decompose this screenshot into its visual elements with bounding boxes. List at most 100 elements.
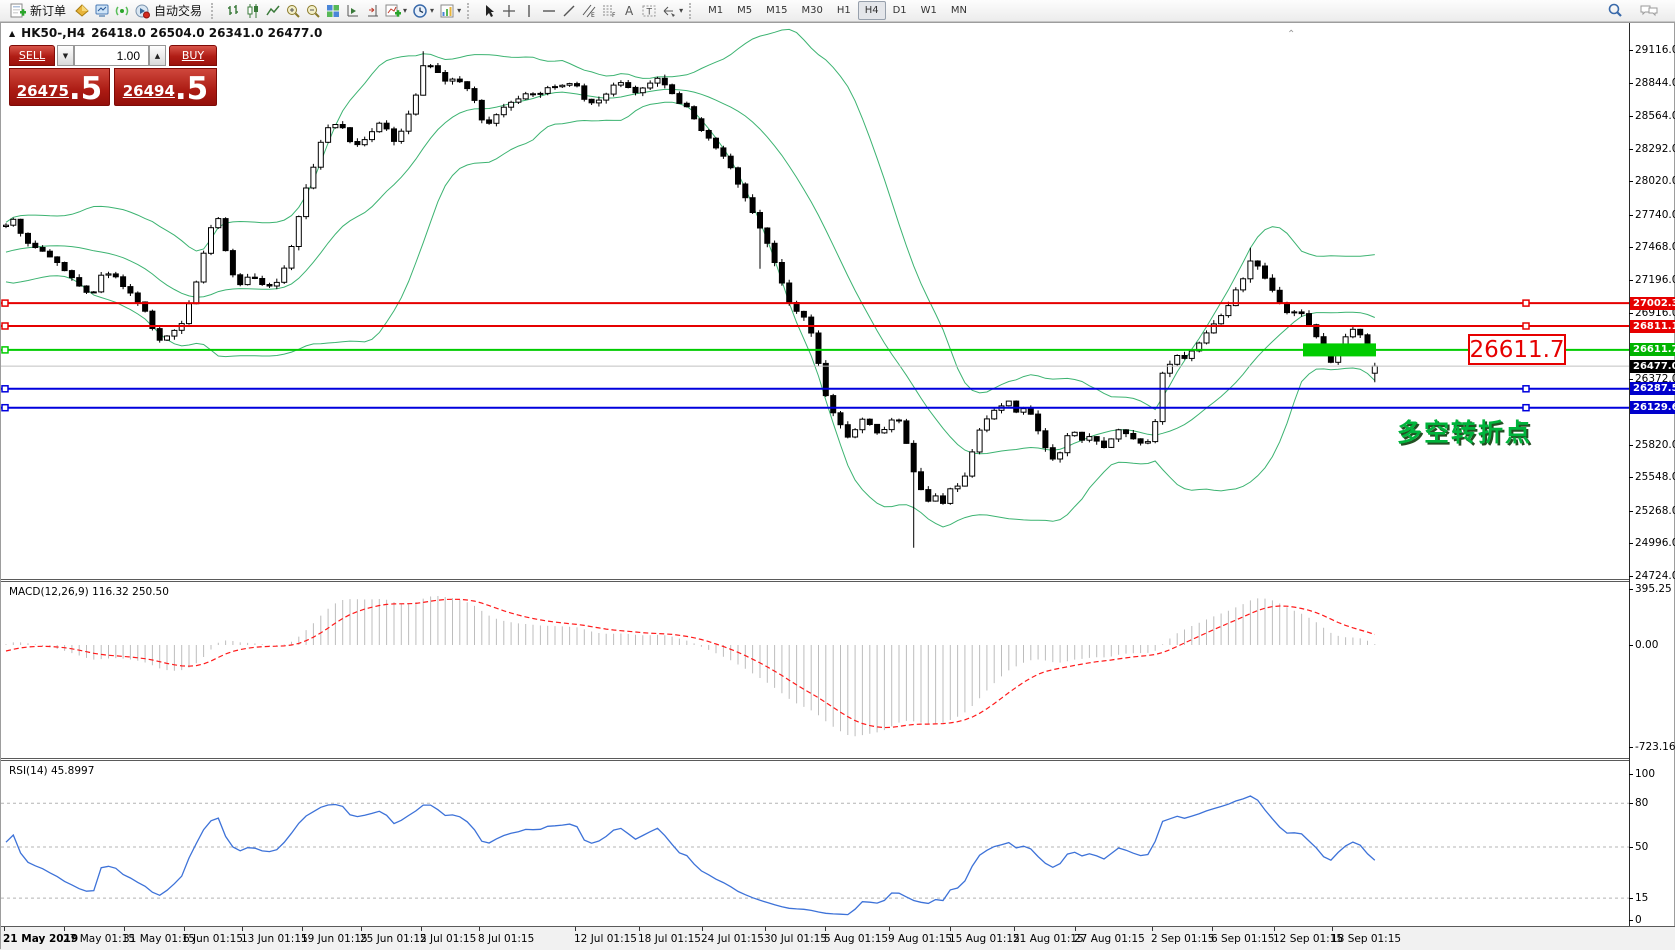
- new-order-label[interactable]: 新订单: [30, 4, 67, 18]
- buy-button[interactable]: BUY: [169, 45, 217, 66]
- zoom-out-icon[interactable]: [303, 1, 323, 21]
- time-tick: [1274, 927, 1275, 931]
- price-tick: [1629, 181, 1633, 182]
- timeframe-w1[interactable]: W1: [920, 5, 937, 16]
- rsi-axis-label: 50: [1635, 841, 1649, 853]
- chart-title: ▲ HK50-,H4 26418.0 26504.0 26341.0 26477…: [9, 26, 322, 40]
- price-axis-label: 24996.0: [1635, 537, 1675, 549]
- period-dropdown-icon[interactable]: ▾: [430, 6, 435, 15]
- pane-separator[interactable]: [1, 758, 1629, 761]
- price-level-label: 26477.0: [1630, 360, 1675, 373]
- new-order-icon[interactable]: [8, 1, 28, 21]
- text-icon[interactable]: A: [619, 1, 639, 21]
- main-price-chart[interactable]: [1, 23, 1629, 579]
- template-dropdown-icon[interactable]: ▾: [457, 6, 462, 15]
- price-tick: [1629, 280, 1633, 281]
- price-axis-label: 24724.0: [1635, 570, 1675, 582]
- shapes-icon[interactable]: [659, 1, 679, 21]
- time-tick: [64, 927, 65, 931]
- template-icon[interactable]: [437, 1, 457, 21]
- period-clock-icon[interactable]: [410, 1, 430, 21]
- time-axis-label: 27 Aug 01:15: [1074, 933, 1145, 945]
- vertical-line-icon[interactable]: [519, 1, 539, 21]
- time-tick: [479, 927, 480, 931]
- indicator-dropdown-icon[interactable]: ▾: [403, 6, 408, 15]
- buy-price-display[interactable]: 26494.5: [114, 68, 217, 106]
- pane-separator[interactable]: [1, 579, 1629, 582]
- time-axis-label: 19 Jun 01:15: [301, 933, 368, 945]
- macd-axis-label: 0.00: [1635, 639, 1659, 651]
- timeframe-m5[interactable]: M5: [737, 5, 753, 16]
- line-handle[interactable]: [1, 385, 9, 393]
- price-axis-label: 25268.0: [1635, 505, 1675, 517]
- search-icon[interactable]: [1605, 1, 1625, 21]
- cursor-icon[interactable]: [479, 1, 499, 21]
- add-indicator-icon[interactable]: [383, 1, 403, 21]
- macd-indicator-pane[interactable]: [1, 582, 1629, 758]
- price-tick: [1629, 149, 1633, 150]
- timeframe-d1[interactable]: D1: [892, 5, 907, 16]
- time-tick: [639, 927, 640, 931]
- line-handle[interactable]: [1522, 299, 1530, 307]
- time-axis-label: 8 Jul 01:15: [478, 933, 535, 945]
- rsi-indicator-pane[interactable]: [1, 761, 1629, 926]
- timeframe-m15[interactable]: M15: [766, 5, 788, 16]
- fibonacci-icon[interactable]: F: [599, 1, 619, 21]
- signal-icon[interactable]: [112, 1, 132, 21]
- bollinger-band: [5, 88, 1375, 455]
- terminal-icon[interactable]: [92, 1, 112, 21]
- time-axis-label: 18 Jul 01:15: [638, 933, 701, 945]
- macd-axis-label: -723.16: [1635, 741, 1675, 753]
- autotrading-icon[interactable]: [132, 1, 152, 21]
- line-handle[interactable]: [1, 346, 9, 354]
- key-level-annotation[interactable]: 26611.7: [1468, 334, 1566, 365]
- macd-axis-label: 395.25: [1635, 583, 1672, 595]
- price-axis-label: 25548.0: [1635, 471, 1675, 483]
- time-tick: [124, 927, 125, 931]
- auto-scroll-icon[interactable]: [363, 1, 383, 21]
- shapes-dropdown-icon[interactable]: ▾: [679, 6, 684, 15]
- volume-input[interactable]: [74, 45, 149, 66]
- line-chart-icon[interactable]: [263, 1, 283, 21]
- time-axis-label: 5 Aug 01:15: [824, 933, 889, 945]
- timeframe-h4[interactable]: H4: [857, 1, 886, 20]
- bollinger-band: [5, 28, 1375, 411]
- key-zone-highlight[interactable]: [1303, 343, 1376, 357]
- sell-button[interactable]: SELL: [9, 45, 55, 66]
- timeframe-mn[interactable]: MN: [950, 5, 968, 16]
- line-handle[interactable]: [1522, 385, 1530, 393]
- macd-histogram: [5, 596, 1376, 737]
- turning-point-annotation[interactable]: 多空转折点: [1397, 418, 1533, 447]
- crosshair-icon[interactable]: [499, 1, 519, 21]
- chart-shift-icon[interactable]: [343, 1, 363, 21]
- volume-increase-button[interactable]: ▲: [149, 45, 166, 66]
- toolbar-separator: [689, 2, 696, 19]
- collapse-panel-icon[interactable]: ▲: [9, 28, 16, 38]
- line-handle[interactable]: [1, 299, 9, 307]
- volume-decrease-button[interactable]: ▼: [57, 45, 74, 66]
- timeframe-h1[interactable]: H1: [836, 5, 851, 16]
- macd-tick: [1629, 645, 1633, 646]
- zoom-in-icon[interactable]: [283, 1, 303, 21]
- trendline-icon[interactable]: [559, 1, 579, 21]
- timeframe-m30[interactable]: M30: [801, 5, 823, 16]
- autotrading-label[interactable]: 自动交易: [154, 4, 203, 18]
- price-level-label: 26287.5: [1630, 382, 1675, 395]
- gold-icon[interactable]: [72, 1, 92, 21]
- sell-price-display[interactable]: 26475.5: [9, 68, 110, 106]
- line-handle[interactable]: [1522, 322, 1530, 330]
- line-handle[interactable]: [1, 322, 9, 330]
- price-axis-label: 28844.0: [1635, 77, 1675, 89]
- bar-chart-icon[interactable]: [223, 1, 243, 21]
- line-handle[interactable]: [1, 403, 9, 412]
- timeframe-m1[interactable]: M1: [708, 5, 724, 16]
- line-handle[interactable]: [1522, 403, 1530, 412]
- text-label-icon[interactable]: T: [639, 1, 659, 21]
- tile-windows-icon[interactable]: [323, 1, 343, 21]
- candlestick-chart-icon[interactable]: [243, 1, 263, 21]
- price-tick: [1629, 379, 1633, 380]
- horizontal-line-icon[interactable]: [539, 1, 559, 21]
- channel-icon[interactable]: E: [579, 1, 599, 21]
- time-axis[interactable]: 21 May 2019 27 May 01:15 31 May 01:15 6 Jun…: [1, 926, 1675, 950]
- chat-icon[interactable]: [1639, 1, 1659, 21]
